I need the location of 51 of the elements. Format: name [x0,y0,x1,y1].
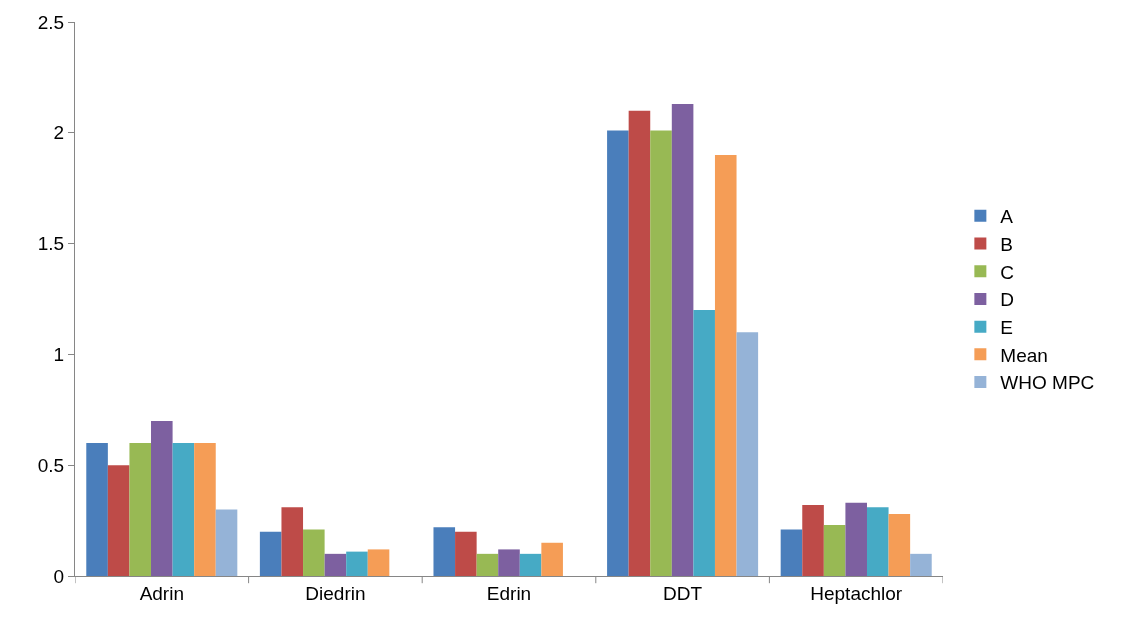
bar [367,549,390,576]
bar [433,527,456,576]
legend-label: D [1000,289,1015,311]
y-tick-label: 0.5 [37,454,65,476]
legend-label: A [1000,206,1014,228]
bar [498,549,520,576]
bar [129,443,152,576]
legend-label: WHO MPC [1000,372,1095,394]
bar [215,509,238,576]
legend-label: Mean [1000,344,1048,366]
bar [693,310,715,576]
bar [802,505,824,576]
bar [650,130,672,576]
x-tick-label: Heptachlor [810,582,903,604]
bar [455,531,477,576]
bar [346,551,368,576]
x-tick-label: Adrin [139,582,184,604]
bar [823,525,846,576]
bar [736,332,759,576]
y-tick-label: 2 [53,122,65,144]
y-tick-label: 2.5 [37,11,65,33]
bar [519,553,542,576]
bar [780,529,803,576]
bar [303,529,325,576]
bar [86,443,108,576]
bar [714,154,737,576]
bar [107,465,130,576]
bar [194,443,216,576]
bar [172,443,195,576]
bar [541,542,563,576]
legend-label: E [1000,317,1014,339]
y-tick-label: 0 [53,565,65,587]
bar [628,110,651,576]
legend-label: B [1000,233,1014,255]
y-tick-label: 1.5 [37,233,65,255]
bar [671,103,694,576]
bar [259,531,282,576]
x-tick-label: DDT [663,582,703,604]
x-tick-label: Diedrin [305,582,366,604]
legend-label: C [1000,261,1015,283]
bar [607,130,629,576]
bar [281,507,304,576]
bar [888,513,911,576]
y-tick-label: 1 [53,344,65,366]
bar [151,420,173,576]
bar [910,553,932,576]
bar [845,502,867,576]
bar [324,553,347,576]
bar [866,507,889,576]
x-tick-label: Edrin [486,582,532,604]
bar [476,553,499,576]
